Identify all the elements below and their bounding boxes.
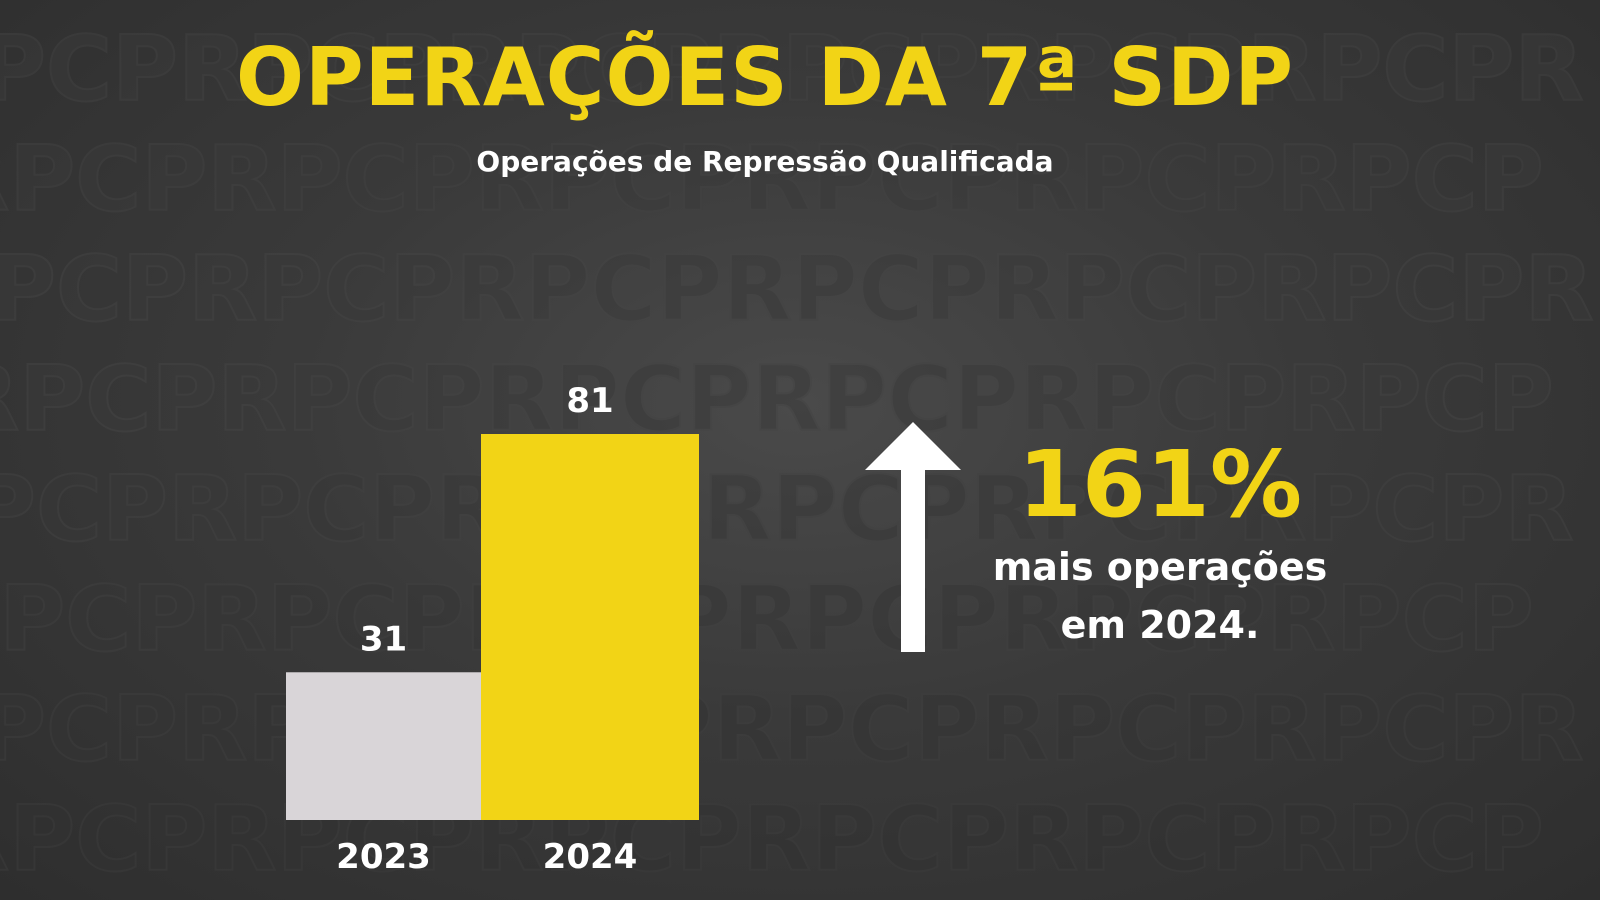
x-tick-label-2024: 2024 bbox=[543, 837, 638, 877]
increase-description-line2: em 2024. bbox=[1060, 603, 1260, 647]
svg-text:PCPRPCPRPCPRPCPRPCPRPCPR: PCPRPCPRPCPRPCPRPCPRPCPR bbox=[0, 677, 1584, 782]
svg-text:PCPRPCPRPCPRPCPRPCPRPCPR: PCPRPCPRPCPRPCPRPCPRPCPR bbox=[0, 17, 1584, 122]
bar-value-label-2024: 81 bbox=[566, 381, 613, 421]
svg-text:PCPRPCPRPCPRPCPRPCPRPCPR: PCPRPCPRPCPRPCPRPCPRPCPR bbox=[0, 237, 1594, 342]
svg-text:RPCPRPCPRPCPRPCPRPCPRPCP: RPCPRPCPRPCPRPCPRPCPRPCP bbox=[0, 787, 1544, 892]
bar-value-label-2023: 31 bbox=[360, 619, 407, 659]
x-tick-label-2023: 2023 bbox=[336, 837, 431, 877]
svg-text:RPCPRPCPRPCPRPCPRPCPRPCP: RPCPRPCPRPCPRPCPRPCPRPCP bbox=[0, 567, 1534, 672]
bar-2024 bbox=[481, 434, 699, 820]
bar-chart: 31 2023 81 2024 bbox=[286, 381, 699, 877]
bar-2023 bbox=[286, 672, 481, 820]
arrow-up-icon bbox=[865, 422, 961, 652]
page-title: OPERAÇÕES DA 7ª SDP bbox=[235, 31, 1295, 124]
svg-text:PCPRPCPRPCPRPCPRPCPRPCPR: PCPRPCPRPCPRPCPRPCPRPCPR bbox=[0, 457, 1574, 562]
increase-percentage: 161% bbox=[1017, 431, 1303, 538]
svg-text:RPCPRPCPRPCPRPCPRPCPRPCP: RPCPRPCPRPCPRPCPRPCPRPCP bbox=[0, 347, 1554, 452]
svg-text:RPCPRPCPRPCPRPCPRPCPRPCP: RPCPRPCPRPCPRPCPRPCPRPCP bbox=[0, 127, 1544, 232]
page-subtitle: Operações de Repressão Qualificada bbox=[476, 145, 1054, 178]
increase-description-line1: mais operações bbox=[992, 545, 1328, 589]
